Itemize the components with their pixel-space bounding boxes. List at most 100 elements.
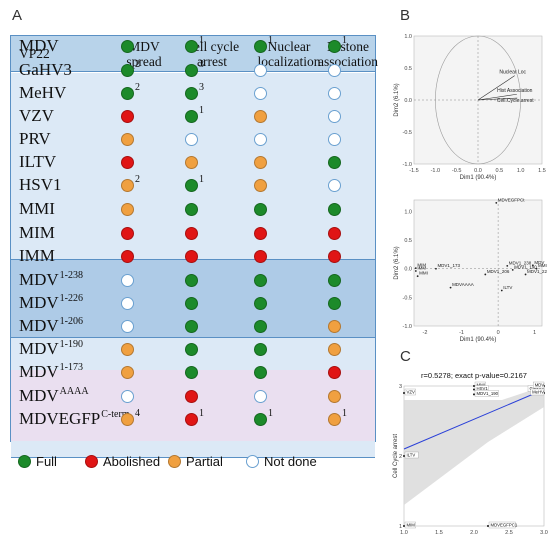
- row-label-sup: AAAA: [59, 386, 89, 397]
- status-dot-abolished: [328, 227, 341, 240]
- y-axis-label: Dim2 (6.1%): [394, 83, 400, 116]
- data-point: [535, 267, 538, 270]
- status-dot-full: [185, 40, 198, 53]
- x-axis-label: Dim1 (90.4%): [460, 175, 497, 181]
- y-tick-label: 1: [399, 524, 402, 530]
- status-dot-notdone: [121, 390, 134, 403]
- status-dot-full: [254, 274, 267, 287]
- data-point: [500, 289, 503, 292]
- x-axis-label: Dim1 (90.4%): [460, 337, 497, 343]
- point-label: MIM: [407, 523, 416, 528]
- status-dot-partial: [328, 320, 341, 333]
- status-dot-partial: [254, 179, 267, 192]
- y-tick-label: -1.0: [403, 162, 412, 168]
- status-dot-notdone: [254, 87, 267, 100]
- status-dot-full: [254, 413, 267, 426]
- data-point: [506, 264, 509, 267]
- data-point: [414, 267, 417, 270]
- row-label: MDV1-238: [19, 270, 83, 290]
- point-label: MDV1_173: [437, 263, 460, 268]
- row-label-text: MeHV: [19, 83, 67, 102]
- status-dot-notdone: [121, 274, 134, 287]
- point-label: MDV1_226: [527, 269, 547, 274]
- data-point: [524, 273, 527, 276]
- status-dot-partial: [121, 179, 134, 192]
- status-dot-full: [185, 366, 198, 379]
- status-dot-full: [185, 297, 198, 310]
- status-dot-notdone: [185, 133, 198, 146]
- status-dot-partial: [185, 156, 198, 169]
- status-dot-abolished: [121, 250, 134, 263]
- header-nuclear-localization: Nuclear localization: [257, 39, 321, 69]
- point-label-box: [404, 388, 416, 396]
- row-label-text: MDV: [19, 36, 59, 55]
- row-label-text: IMM: [19, 246, 55, 265]
- status-dot-partial: [254, 110, 267, 123]
- row-label-sup: 1-173: [59, 362, 84, 373]
- point-label-box: [533, 381, 545, 389]
- status-dot-partial: [254, 156, 267, 169]
- variable-arrow: [477, 75, 515, 101]
- row-label-text: MIM: [19, 223, 55, 242]
- data-point: [435, 267, 437, 270]
- footnote-mark: 3: [199, 59, 204, 70]
- row-label-text: MDVEGFP: [19, 409, 101, 428]
- x-tick-label: -1.0: [431, 168, 440, 174]
- point-label: MDV1_190: [477, 391, 499, 396]
- x-tick-label: 1.5: [435, 530, 443, 536]
- status-dot-partial: [328, 343, 341, 356]
- footnote-mark: 1: [199, 174, 204, 185]
- row-label-text: HSV1: [19, 175, 62, 194]
- variable-arrow: [477, 93, 517, 101]
- row-label: MIM: [19, 223, 55, 243]
- row-label-text: MDV: [19, 270, 59, 289]
- regression-line: [403, 389, 545, 450]
- x-tick-label: 0: [497, 330, 500, 336]
- data-point: [416, 275, 419, 278]
- status-dot-full: [185, 87, 198, 100]
- status-dot-full: [254, 366, 267, 379]
- point-label: IMM: [417, 266, 426, 271]
- y-axis-label: Cell Cycle arrest: [393, 434, 399, 478]
- variable-label: Hist Association: [497, 88, 533, 94]
- status-dot-full: [185, 110, 198, 123]
- panel-label-a: A: [12, 7, 23, 24]
- point-label-box: [404, 521, 416, 529]
- row-label-text: PRV: [19, 129, 51, 148]
- status-dot-full: [328, 297, 341, 310]
- row-label: MDV1-190: [19, 339, 83, 359]
- status-dot-partial: [121, 343, 134, 356]
- y-tick-label: 1.0: [404, 34, 412, 40]
- point-label: HSV1: [477, 386, 489, 391]
- x-tick-label: -1.5: [409, 168, 418, 174]
- x-tick-label: 2.5: [505, 530, 513, 536]
- y-tick-label: 3: [399, 384, 402, 390]
- y-tick-label: 0.5: [404, 66, 412, 72]
- row-label: MDV: [19, 36, 59, 56]
- pca-individuals-plot: -2 -1 0 1 1.0 0.5 0.0 -0.5 -1.0 Dim1 (90.4%) Dim2 …: [394, 197, 547, 343]
- footnote-mark: 1: [199, 35, 204, 46]
- status-dot-partial: [121, 366, 134, 379]
- row-label-sup: 1-190: [59, 339, 84, 350]
- data-point: [473, 388, 475, 391]
- legend-dot-partial: [168, 455, 181, 468]
- data-point: [414, 270, 417, 272]
- status-dot-full: [185, 343, 198, 356]
- status-dot-notdone: [328, 110, 341, 123]
- data-point: [403, 392, 405, 394]
- x-tick-label: -0.5: [452, 168, 461, 174]
- panel-label-b: B: [400, 7, 411, 24]
- footnote-mark: 1: [199, 105, 204, 116]
- data-point: [495, 201, 498, 204]
- status-dot-partial: [121, 203, 134, 216]
- legend-label-notdone: Not done: [264, 454, 317, 469]
- point-label: ILTV: [503, 285, 512, 290]
- row-label: HSV1: [19, 175, 62, 195]
- status-dot-full: [254, 343, 267, 356]
- row-label: MDV1-173: [19, 362, 83, 382]
- point-label: MMI: [477, 383, 485, 388]
- status-dot-notdone: [328, 87, 341, 100]
- x-tick-label: 1.0: [400, 530, 408, 536]
- data-point: [531, 264, 534, 267]
- point-label-box: [474, 390, 499, 397]
